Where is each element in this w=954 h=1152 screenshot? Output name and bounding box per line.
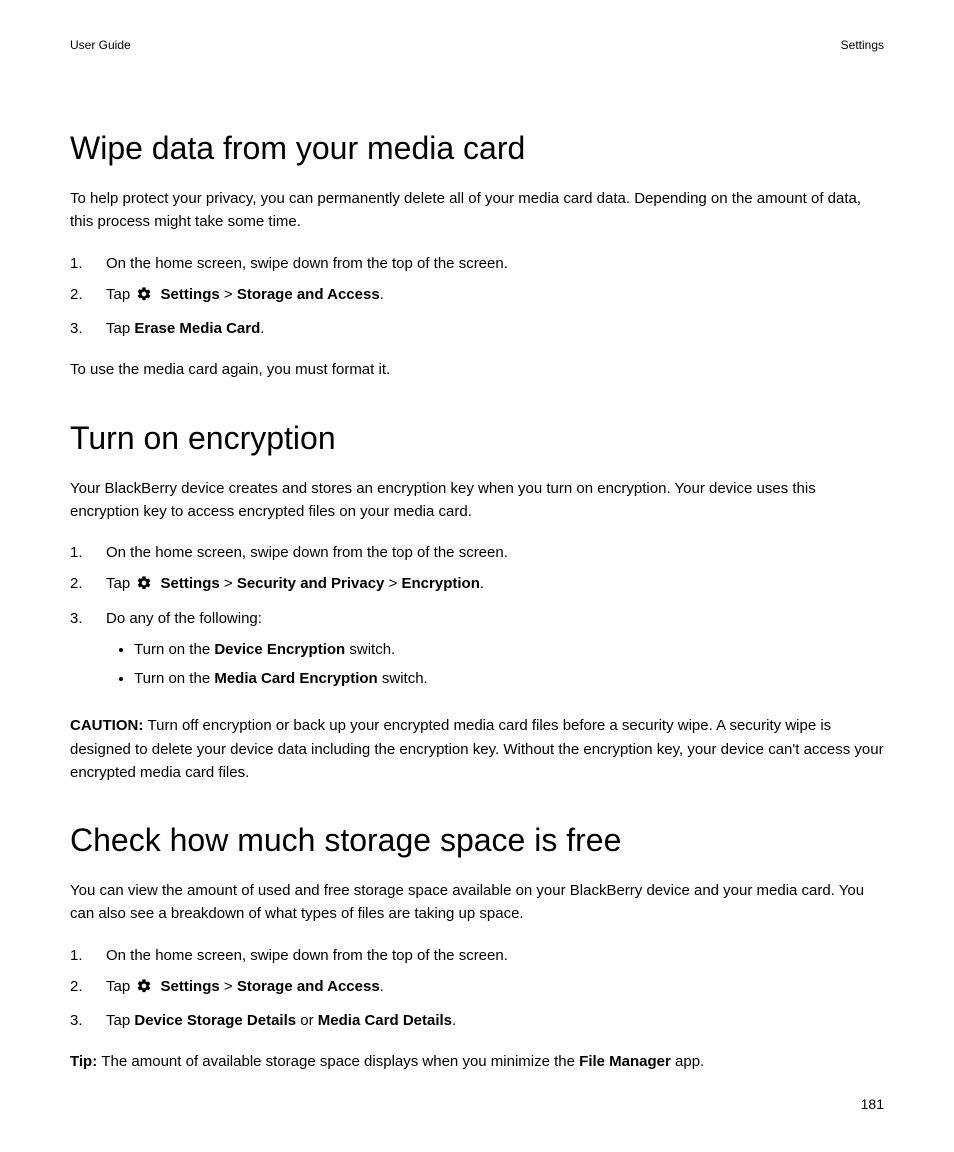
intro-encryption: Your BlackBerry device creates and store…	[70, 477, 884, 524]
chain-sep: >	[220, 575, 237, 592]
step-bold: Device Storage Details	[134, 1012, 296, 1029]
chain-end: .	[380, 286, 384, 303]
step-number: 1.	[70, 944, 106, 967]
step-item: 1. On the home screen, swipe down from t…	[70, 252, 884, 275]
step-text: Tap Device Storage Details or Media Card…	[106, 1009, 884, 1032]
step-number: 3.	[70, 607, 106, 697]
step-text: Tap Settings > Security and Privacy > En…	[106, 572, 884, 598]
gear-icon	[136, 978, 152, 1001]
sub-post: switch.	[345, 641, 395, 658]
step-number: 2.	[70, 572, 106, 598]
step-item: 2. Tap Settings > Storage and Access.	[70, 283, 884, 309]
sub-post: switch.	[378, 670, 428, 687]
chain-end: .	[380, 978, 384, 995]
step-text: On the home screen, swipe down from the …	[106, 541, 884, 564]
step-number: 3.	[70, 1009, 106, 1032]
step-prefix: Tap	[106, 286, 134, 303]
chain-bold: Security and Privacy	[237, 575, 385, 592]
caution-body: Turn off encryption or back up your encr…	[70, 717, 884, 781]
step-prefix: Tap	[106, 320, 134, 337]
step-number: 3.	[70, 317, 106, 340]
step-number: 1.	[70, 541, 106, 564]
chain-bold: Settings	[161, 978, 220, 995]
chain-bold: Encryption	[402, 575, 480, 592]
sub-pre: Turn on the	[134, 641, 214, 658]
step-mid: or	[296, 1012, 318, 1029]
chain-bold: Settings	[161, 575, 220, 592]
step-text: On the home screen, swipe down from the …	[106, 252, 884, 275]
step-prefix: Do any of the following:	[106, 610, 262, 627]
sub-item: Turn on the Device Encryption switch.	[134, 638, 884, 661]
page-header: User Guide Settings	[70, 38, 884, 52]
step-item: 2. Tap Settings > Security and Privacy >…	[70, 572, 884, 598]
step-prefix: Tap	[106, 575, 134, 592]
heading-storage: Check how much storage space is free	[70, 822, 884, 859]
chain-sep: >	[220, 286, 237, 303]
sub-bold: Media Card Encryption	[214, 670, 377, 687]
step-prefix: Tap	[106, 1012, 134, 1029]
heading-encryption: Turn on encryption	[70, 420, 884, 457]
steps-storage: 1. On the home screen, swipe down from t…	[70, 944, 884, 1033]
chain-bold: Storage and Access	[237, 286, 380, 303]
section-storage-free: Check how much storage space is free You…	[70, 822, 884, 1074]
tip-post: app.	[671, 1053, 704, 1070]
sub-item: Turn on the Media Card Encryption switch…	[134, 667, 884, 690]
steps-encryption: 1. On the home screen, swipe down from t…	[70, 541, 884, 696]
section-wipe-media-card: Wipe data from your media card To help p…	[70, 130, 884, 382]
tip-bold: File Manager	[579, 1053, 671, 1070]
gear-icon	[136, 575, 152, 598]
step-item: 3. Do any of the following: Turn on the …	[70, 607, 884, 697]
sub-pre: Turn on the	[134, 670, 214, 687]
caution-paragraph: CAUTION: Turn off encryption or back up …	[70, 714, 884, 784]
header-right: Settings	[841, 38, 884, 52]
tip-pre: The amount of available storage space di…	[101, 1053, 579, 1070]
chain-sep: >	[384, 575, 401, 592]
step-item: 3. Tap Device Storage Details or Media C…	[70, 1009, 884, 1032]
header-left: User Guide	[70, 38, 131, 52]
heading-wipe: Wipe data from your media card	[70, 130, 884, 167]
page: User Guide Settings Wipe data from your …	[0, 0, 954, 1152]
chain-end: .	[480, 575, 484, 592]
tip-paragraph: Tip: The amount of available storage spa…	[70, 1050, 884, 1073]
substeps: Turn on the Device Encryption switch. Tu…	[106, 638, 884, 691]
step-bold: Media Card Details	[318, 1012, 452, 1029]
step-item: 3. Tap Erase Media Card.	[70, 317, 884, 340]
gear-icon	[136, 286, 152, 309]
step-text: On the home screen, swipe down from the …	[106, 944, 884, 967]
page-number: 181	[861, 1096, 884, 1112]
section-encryption: Turn on encryption Your BlackBerry devic…	[70, 420, 884, 785]
sub-bold: Device Encryption	[214, 641, 345, 658]
step-text: Tap Settings > Storage and Access.	[106, 975, 884, 1001]
step-text: Tap Settings > Storage and Access.	[106, 283, 884, 309]
step-bold: Erase Media Card	[134, 320, 260, 337]
intro-wipe: To help protect your privacy, you can pe…	[70, 187, 884, 234]
step-item: 2. Tap Settings > Storage and Access.	[70, 975, 884, 1001]
steps-wipe: 1. On the home screen, swipe down from t…	[70, 252, 884, 341]
step-number: 1.	[70, 252, 106, 275]
step-prefix: Tap	[106, 978, 134, 995]
step-text: Do any of the following: Turn on the Dev…	[106, 607, 884, 697]
chain-bold: Settings	[161, 286, 220, 303]
step-item: 1. On the home screen, swipe down from t…	[70, 541, 884, 564]
intro-storage: You can view the amount of used and free…	[70, 879, 884, 926]
tip-label: Tip:	[70, 1053, 101, 1070]
outro-wipe: To use the media card again, you must fo…	[70, 358, 884, 381]
step-suffix: .	[452, 1012, 456, 1029]
step-number: 2.	[70, 283, 106, 309]
caution-label: CAUTION:	[70, 717, 148, 734]
step-item: 1. On the home screen, swipe down from t…	[70, 944, 884, 967]
step-number: 2.	[70, 975, 106, 1001]
step-suffix: .	[260, 320, 264, 337]
chain-bold: Storage and Access	[237, 978, 380, 995]
chain-sep: >	[220, 978, 237, 995]
step-text: Tap Erase Media Card.	[106, 317, 884, 340]
